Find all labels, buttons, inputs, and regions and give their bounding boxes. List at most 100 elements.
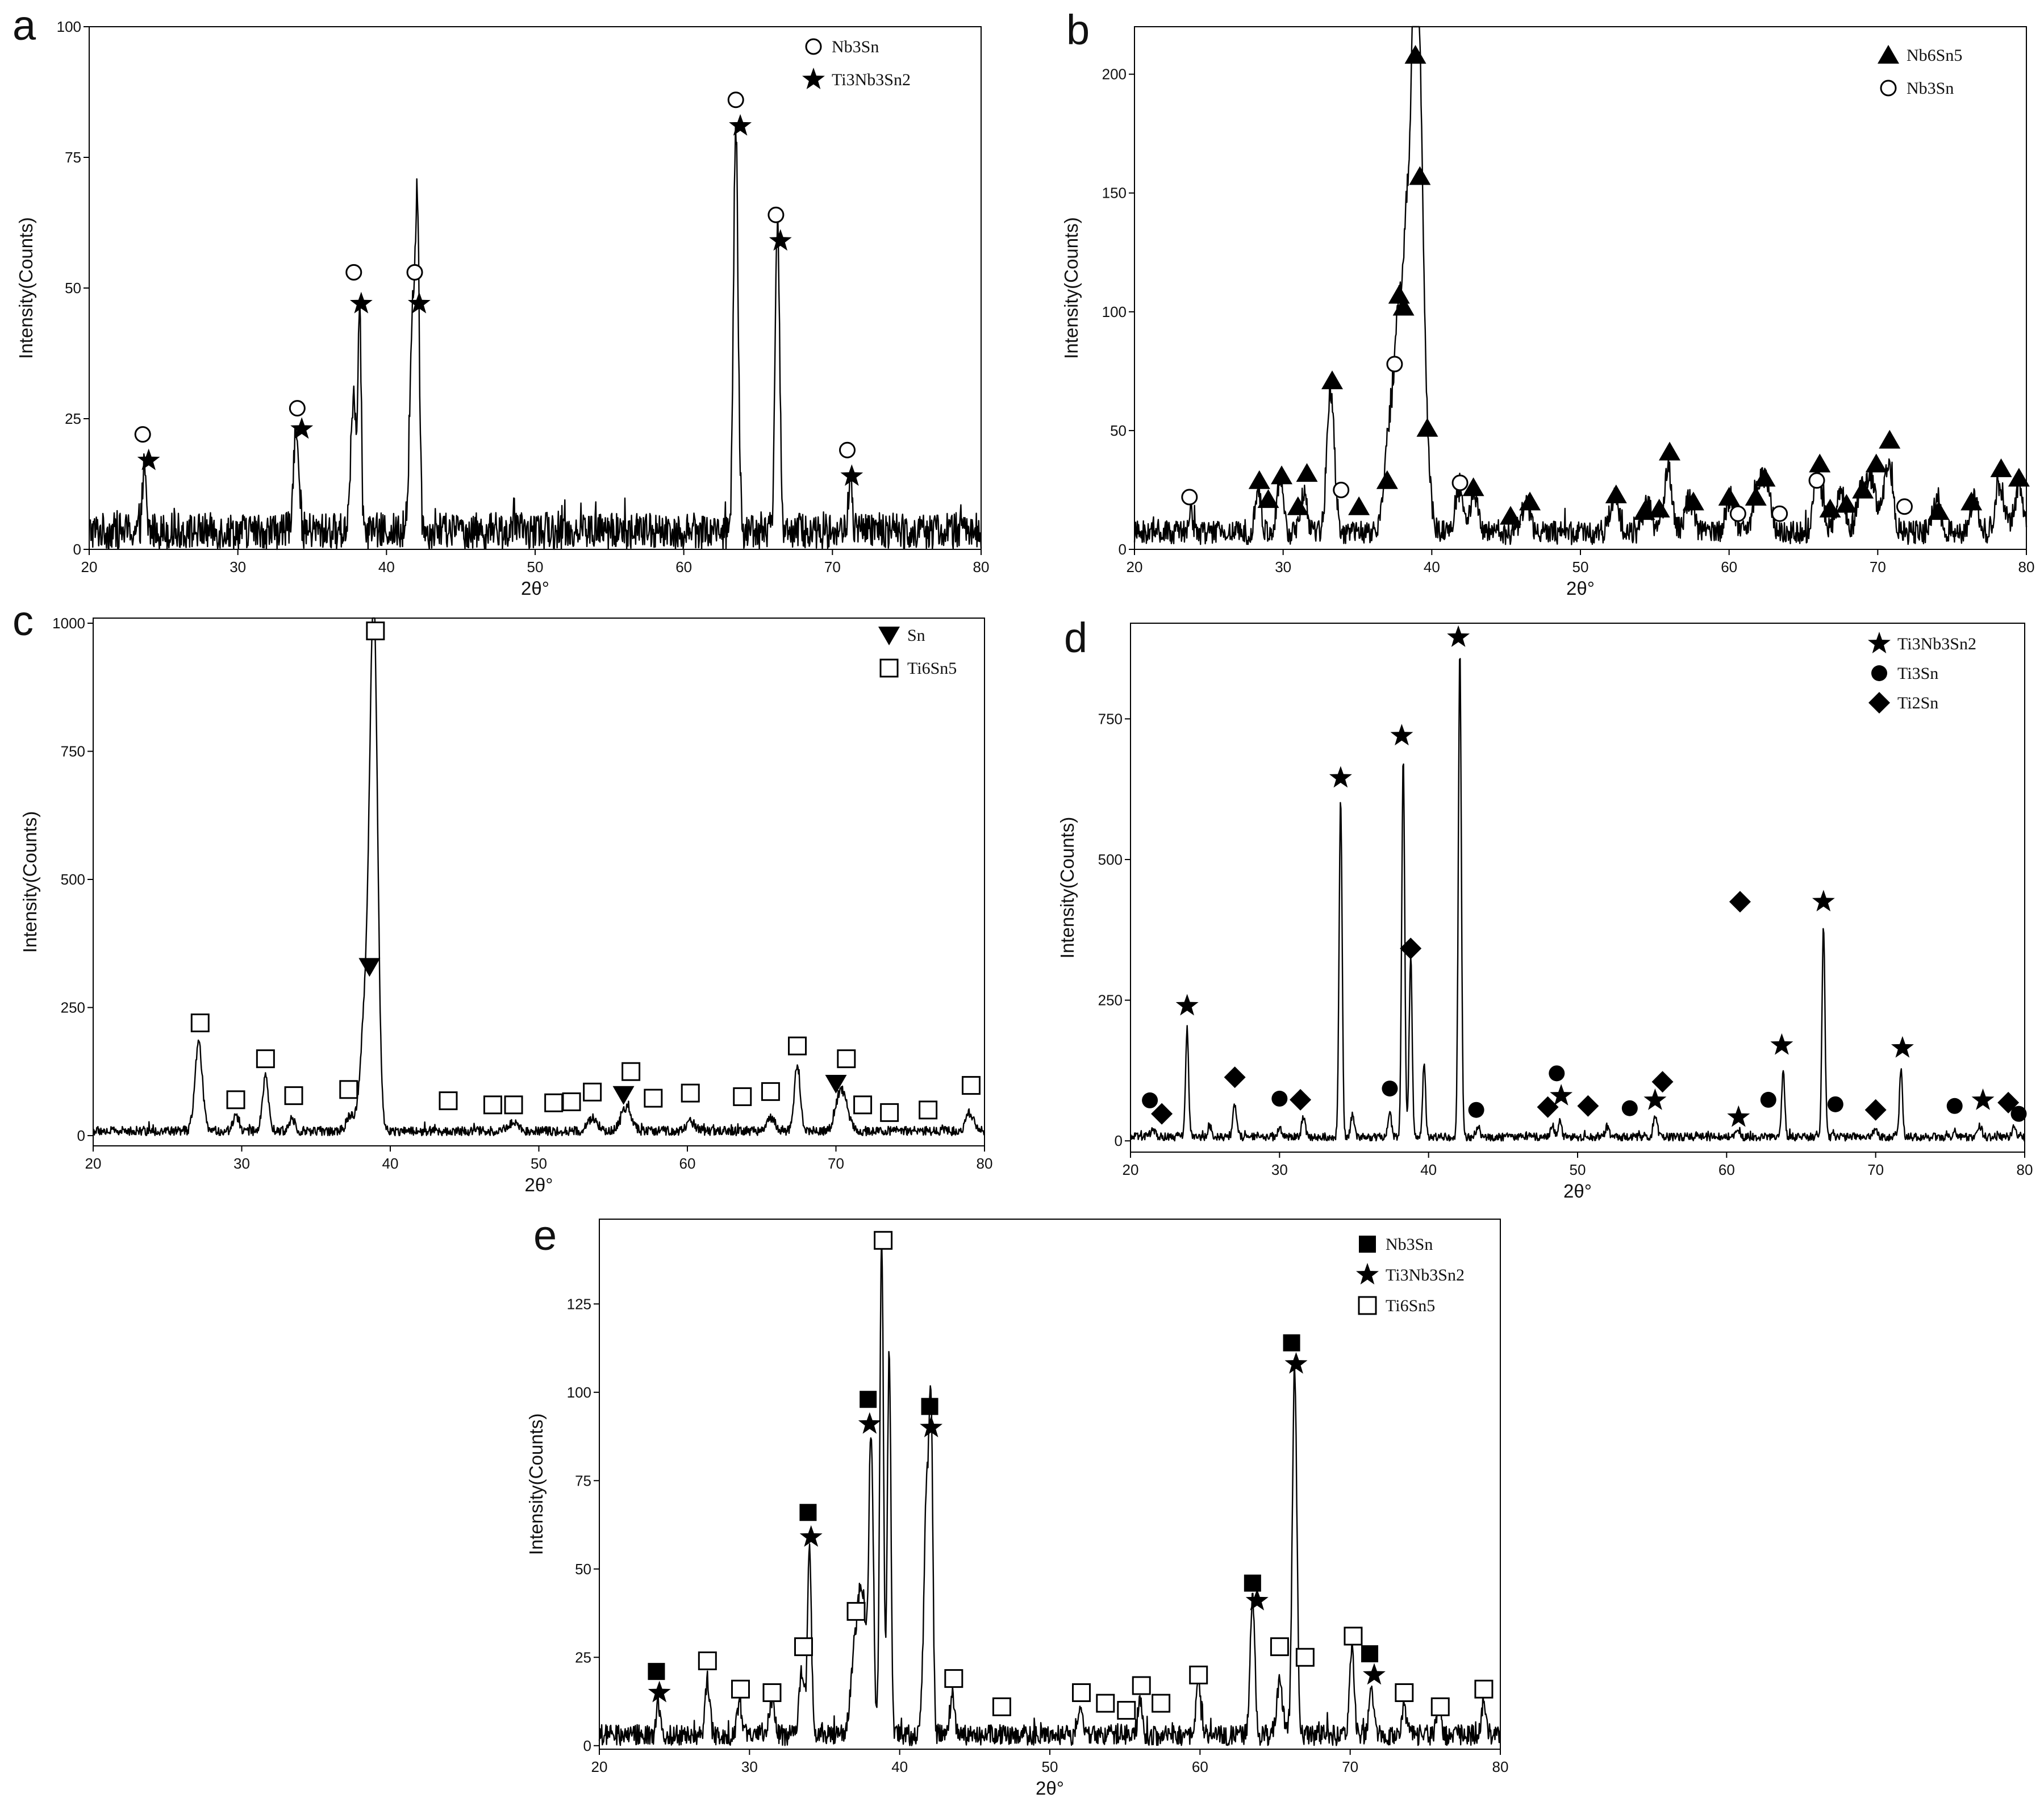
x-tick-label: 60	[1718, 1161, 1735, 1178]
x-tick-label: 60	[1192, 1758, 1208, 1775]
legend-marker-square-filled	[1359, 1236, 1376, 1253]
phase-marker-triangle-up	[1809, 453, 1831, 473]
y-axis-label: Intensity(Counts)	[1061, 217, 1082, 358]
y-tick-label: 0	[1115, 1132, 1123, 1149]
phase-marker-square-open	[1344, 1626, 1363, 1646]
phase-marker-square-open	[562, 1092, 581, 1111]
phase-marker-star	[1727, 1105, 1750, 1127]
x-tick-label: 80	[1492, 1758, 1509, 1775]
phase-marker-star	[1447, 625, 1470, 647]
y-tick-label: 0	[77, 1127, 85, 1144]
phase-marker-triangle-down	[358, 958, 381, 977]
phase-marker-square-open	[846, 1601, 866, 1621]
phase-marker-square-filled	[860, 1391, 877, 1408]
phase-marker-diamond-filled	[1151, 1103, 1173, 1125]
phase-marker-square-open	[874, 1231, 893, 1250]
phase-marker-square-open	[761, 1082, 780, 1101]
x-tick-label: 60	[679, 1155, 696, 1172]
phase-marker-square-open	[794, 1637, 813, 1657]
phase-marker-square-open	[1395, 1683, 1414, 1702]
phase-marker-circle-filled	[1468, 1102, 1484, 1118]
legend-marker-triangle-down	[878, 627, 900, 645]
phase-marker-circle-open	[1386, 356, 1403, 373]
phase-marker-square-open	[992, 1697, 1011, 1716]
phase-marker-triangle-down	[825, 1074, 847, 1094]
legend-marker-triangle-up	[1878, 45, 1899, 64]
y-tick-label: 25	[65, 410, 81, 427]
x-tick-label: 50	[531, 1155, 547, 1172]
legend-label: Nb3Sn	[832, 37, 879, 56]
phase-marker-star	[1329, 766, 1352, 788]
legend-marker-circle-open	[1880, 80, 1897, 97]
phase-marker-square-open	[788, 1036, 807, 1056]
phase-marker-triangle-up	[1392, 297, 1415, 316]
xrd-trace	[92, 617, 986, 1137]
y-tick-label: 1000	[52, 615, 85, 632]
x-tick-label: 20	[85, 1155, 102, 1172]
phase-marker-circle-filled	[1549, 1065, 1565, 1082]
phase-marker-circle-filled	[1382, 1081, 1398, 1097]
phase-marker-square-filled	[648, 1663, 665, 1680]
phase-marker-circle-filled	[1946, 1098, 1963, 1114]
x-tick-label: 30	[1275, 558, 1291, 575]
panel-letter: d	[1064, 614, 1087, 661]
phase-marker-circle-open	[1896, 498, 1913, 515]
phase-marker-circle-open	[1808, 472, 1825, 489]
phase-marker-triangle-up	[1519, 491, 1541, 511]
xrd-trace	[1129, 658, 2026, 1142]
phase-marker-square-open	[1072, 1683, 1091, 1702]
y-tick-label: 100	[57, 18, 81, 35]
phase-marker-triangle-up	[1257, 489, 1279, 508]
x-tick-label: 70	[1342, 1758, 1358, 1775]
y-tick-label: 100	[1102, 303, 1127, 320]
legend-label: Ti3Nb3Sn2	[1386, 1266, 1465, 1284]
y-tick-label: 50	[575, 1561, 591, 1578]
phase-marker-triangle-up	[1409, 166, 1431, 185]
y-tick-label: 0	[73, 541, 81, 558]
phase-marker-circle-open	[1771, 505, 1788, 522]
phase-marker-star	[1284, 1352, 1308, 1374]
phase-marker-square-filled	[1244, 1574, 1261, 1592]
panel-letter: b	[1066, 6, 1090, 53]
phase-marker-star	[1245, 1588, 1269, 1611]
phase-marker-square-open	[190, 1013, 210, 1033]
phase-marker-triangle-up	[1960, 491, 1983, 511]
phase-marker-triangle-up	[1819, 498, 1841, 518]
legend-label: Nb3Sn	[1907, 79, 1954, 98]
phase-marker-square-open	[583, 1082, 602, 1102]
phase-marker-triangle-up	[1718, 487, 1740, 506]
x-tick-label: 30	[741, 1758, 758, 1775]
phase-marker-square-open	[1295, 1647, 1315, 1667]
phase-marker-square-filled	[799, 1504, 817, 1521]
phase-marker-circle-filled	[2010, 1106, 2027, 1122]
phase-marker-triangle-up	[1865, 453, 1887, 473]
phase-marker-circle-filled	[1142, 1092, 1158, 1108]
phase-marker-square-open	[837, 1049, 856, 1069]
phase-marker-star	[1390, 724, 1413, 746]
y-tick-label: 75	[575, 1472, 591, 1489]
y-tick-label: 125	[567, 1295, 591, 1312]
phase-marker-triangle-up	[1376, 470, 1398, 489]
phase-marker-square-open	[1189, 1665, 1208, 1684]
x-tick-label: 60	[675, 558, 692, 575]
phase-marker-square-open	[1096, 1694, 1115, 1713]
chart-panel-c: c 20 30 40 50 60 70 80 0 250 500 750 1000 2θ° Intensit…	[12, 597, 992, 1195]
legend-label: Ti3Sn	[1897, 664, 1938, 683]
phase-marker-star	[1770, 1033, 1793, 1055]
x-axis-label: 2θ°	[521, 578, 549, 599]
x-tick-label: 20	[1127, 558, 1143, 575]
xrd-trace	[598, 1236, 1501, 1746]
legend-label: Ti3Nb3Sn2	[1897, 635, 1976, 653]
phase-marker-square-open	[853, 1095, 873, 1115]
chart-panel-a: a 20 30 40 50 60 70 80 0 25 50 75 100 2θ° Intensity(Co…	[12, 2, 989, 599]
phase-marker-square-filled	[1283, 1334, 1300, 1352]
y-tick-label: 750	[1098, 710, 1123, 727]
phase-marker-square-open	[1474, 1679, 1494, 1699]
phase-marker-star	[1971, 1088, 1995, 1110]
phase-marker-star	[1550, 1084, 1573, 1106]
legend-label: Sn	[907, 626, 925, 645]
legend-marker-star	[1868, 632, 1891, 653]
phase-marker-square-filled	[1361, 1645, 1379, 1663]
phase-marker-triangle-up	[1633, 501, 1655, 520]
panel-letter: e	[533, 1212, 557, 1259]
